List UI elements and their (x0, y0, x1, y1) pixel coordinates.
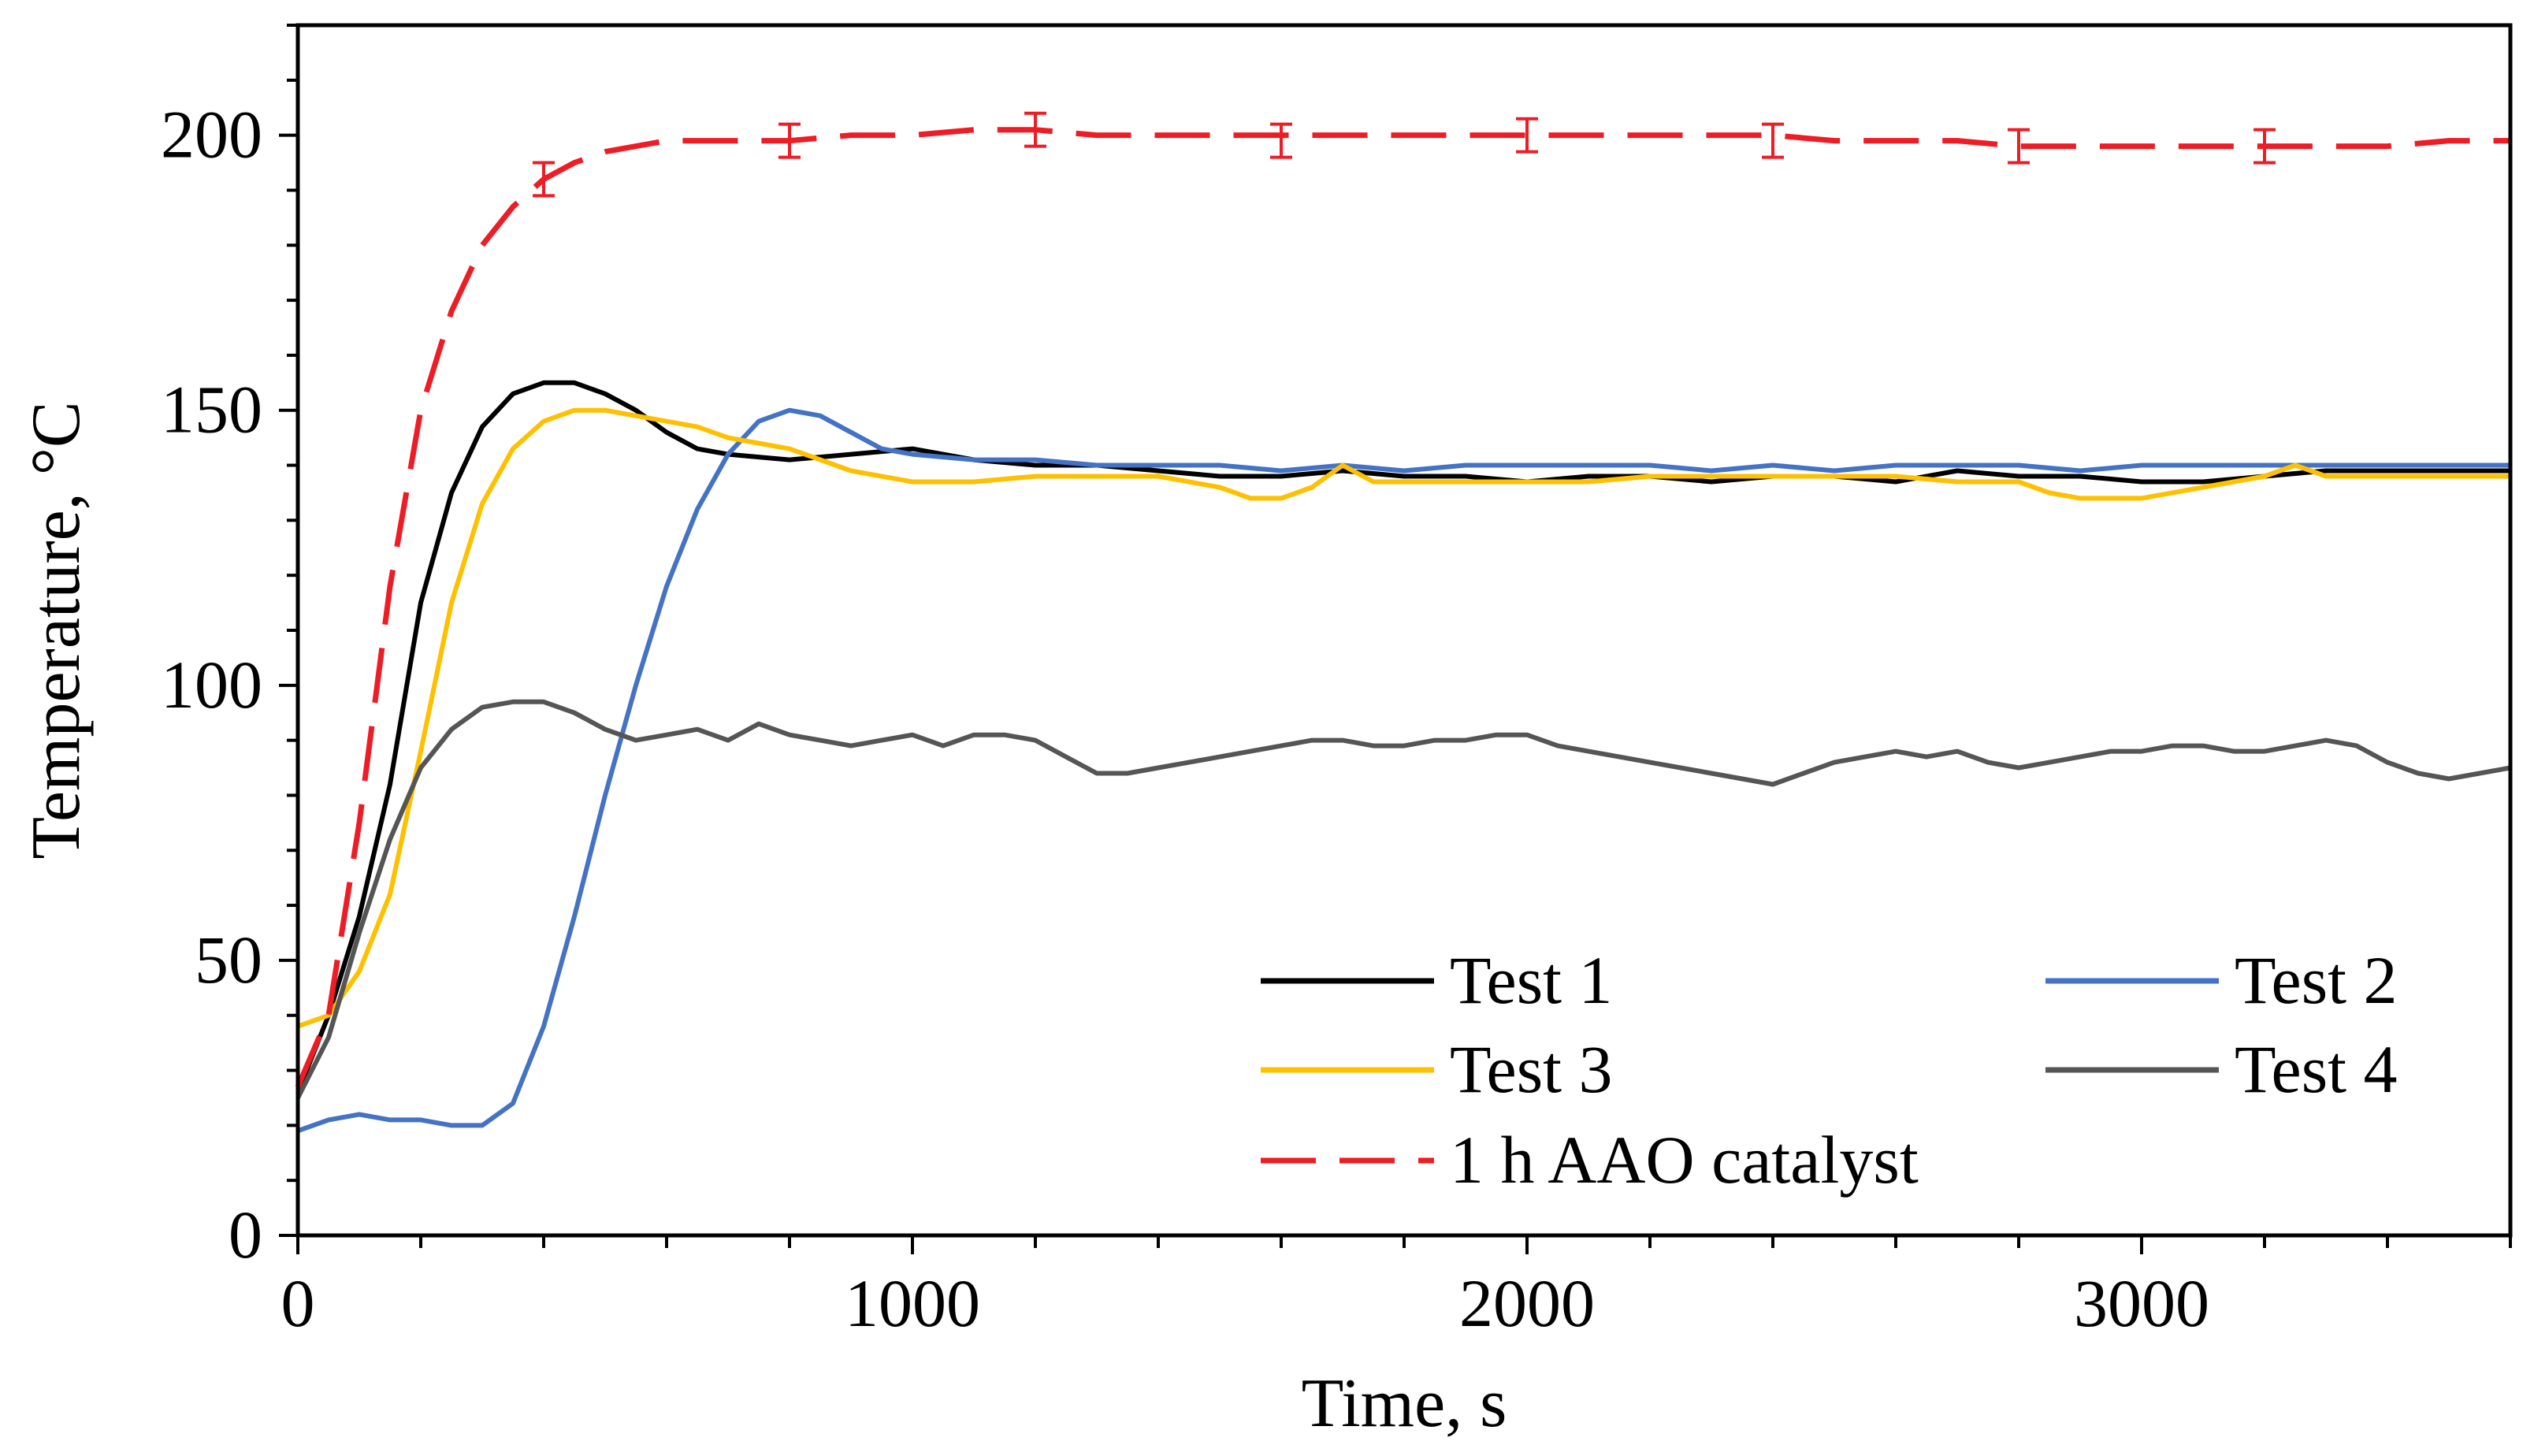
y-tick-label: 50 (195, 922, 262, 997)
plot-frame (295, 23, 2513, 1238)
legend-label-3: Test 3 (1450, 1031, 1613, 1107)
x-axis-title: Time, s (1302, 1365, 1507, 1442)
legend-label-5: 1 h AAO catalyst (1450, 1122, 1919, 1198)
series-line-5 (295, 127, 2510, 1088)
series-layer (295, 111, 2511, 1134)
legend-label-4: Test 4 (2235, 1031, 2398, 1107)
legend-label-1: Test 1 (1450, 942, 1613, 1018)
series-line-3 (296, 407, 2510, 1029)
legend: Test 1 Test 2 Test 3 Test 4 1 h AAO catalyst (1261, 942, 2398, 1198)
y-tick-label: 0 (229, 1197, 262, 1272)
x-tick-label: 2000 (1459, 1265, 1595, 1341)
y-tick-label: 100 (161, 647, 262, 722)
y-tick-label: 200 (161, 97, 262, 173)
x-tick-label: 3000 (2074, 1265, 2209, 1341)
axis-ticks: 0 1000 2000 3000 0 50 100 150 200 (161, 24, 2512, 1341)
y-axis-title: Temperature, °C (18, 401, 95, 859)
series-line-4 (295, 699, 2511, 1099)
series-line-2 (296, 407, 2510, 1134)
y-tick-label: 150 (161, 372, 262, 448)
x-tick-label: 0 (281, 1265, 315, 1341)
x-tick-label: 1000 (845, 1265, 980, 1341)
legend-label-2: Test 2 (2235, 942, 2398, 1018)
series-line-1 (295, 380, 2510, 1094)
